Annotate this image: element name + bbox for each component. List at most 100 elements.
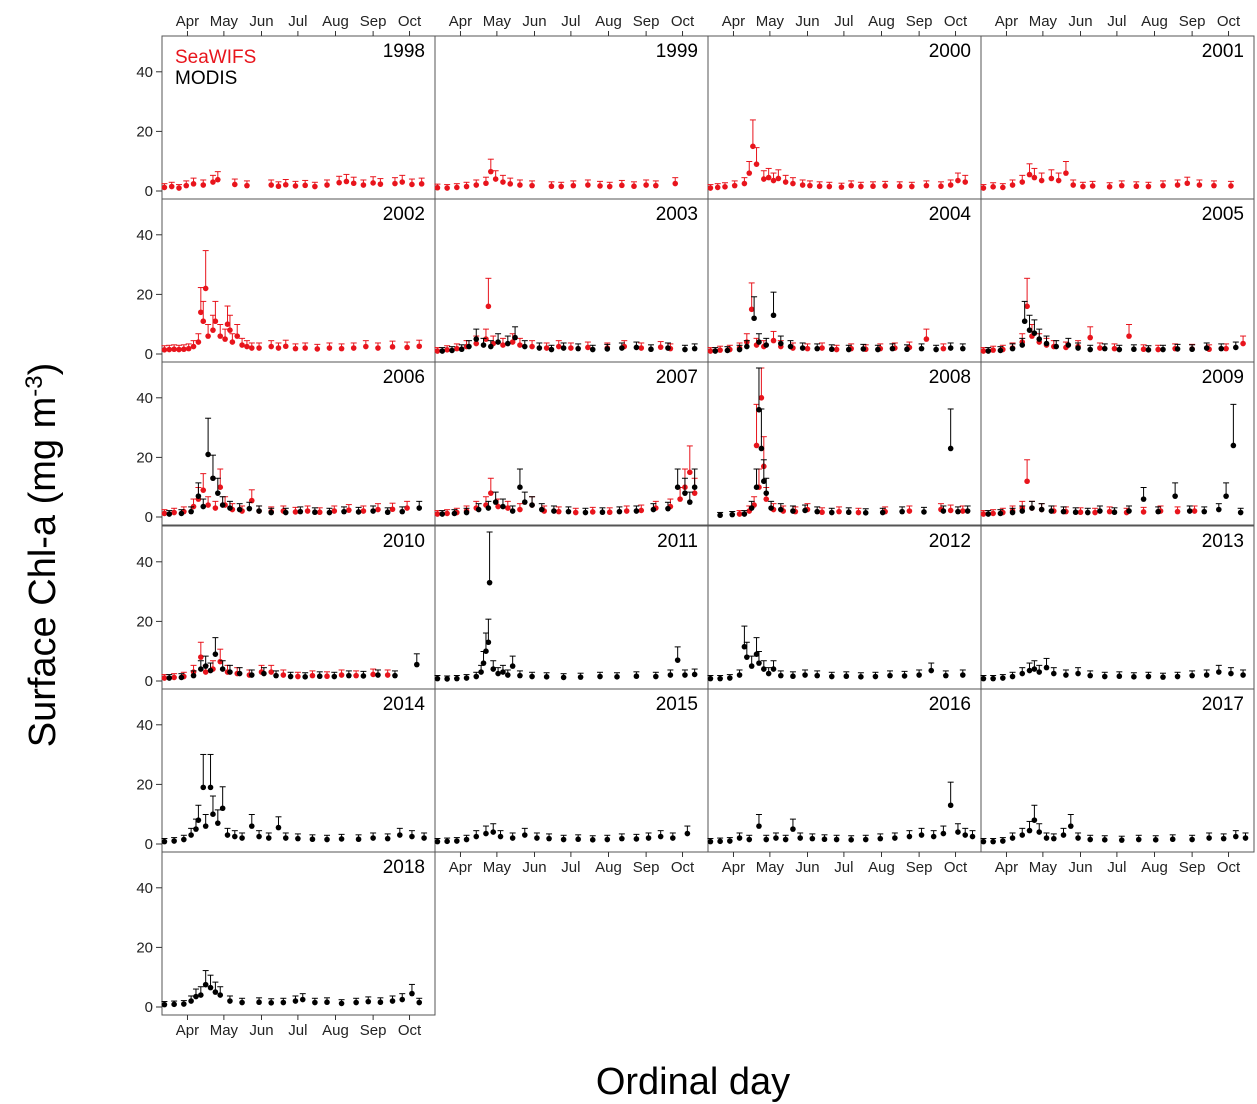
data-point xyxy=(418,181,425,187)
data-point xyxy=(219,805,226,812)
data-point xyxy=(631,183,637,190)
data-point xyxy=(355,836,362,843)
series-modis xyxy=(980,804,1249,845)
data-point xyxy=(397,832,403,838)
data-point xyxy=(896,183,903,190)
panel-2003: 2003 xyxy=(434,198,709,363)
data-point xyxy=(1189,672,1195,679)
data-point xyxy=(1087,334,1093,341)
data-point xyxy=(1019,670,1026,677)
data-point xyxy=(1024,478,1030,485)
data-point xyxy=(1048,508,1055,514)
data-point xyxy=(505,672,511,678)
data-point xyxy=(292,183,299,189)
data-point xyxy=(1160,346,1166,353)
data-point xyxy=(872,673,879,680)
data-point xyxy=(195,339,202,345)
data-point xyxy=(282,835,289,841)
data-point xyxy=(171,674,177,681)
data-point xyxy=(1075,835,1081,841)
data-point xyxy=(1228,670,1234,677)
data-point xyxy=(727,675,733,681)
data-point xyxy=(338,672,345,678)
data-point xyxy=(665,345,671,351)
data-point xyxy=(717,512,723,519)
data-point xyxy=(814,672,820,679)
data-point xyxy=(1145,183,1152,190)
data-point xyxy=(1118,182,1125,189)
data-point xyxy=(1087,836,1093,843)
panel-year-label: 2003 xyxy=(656,204,698,225)
x-tick-label: Jul xyxy=(561,859,580,876)
data-point xyxy=(178,674,185,681)
data-point xyxy=(790,826,796,832)
x-tick-label: Apr xyxy=(722,859,745,876)
data-point xyxy=(517,484,523,491)
data-point xyxy=(1211,182,1217,189)
data-point xyxy=(439,511,446,517)
data-point xyxy=(1031,817,1038,823)
data-point xyxy=(650,506,657,513)
data-point xyxy=(597,673,603,680)
data-point xyxy=(500,179,506,185)
data-point xyxy=(161,838,168,845)
month-axis: Apr May Jun Jul Aug Sep Oct xyxy=(449,13,695,36)
data-point xyxy=(1065,342,1072,348)
panel-year-label: 2011 xyxy=(657,531,698,552)
data-point xyxy=(338,1000,345,1007)
data-point xyxy=(346,507,352,513)
data-point xyxy=(1084,509,1091,516)
data-point xyxy=(633,673,640,680)
data-point xyxy=(714,184,721,191)
y-tick-label: 40 xyxy=(136,390,153,407)
data-point xyxy=(1174,346,1181,352)
data-point xyxy=(877,835,884,842)
data-point xyxy=(997,347,1004,354)
data-point xyxy=(736,346,743,353)
data-point xyxy=(748,505,755,511)
series-seawifs xyxy=(161,171,425,191)
data-point xyxy=(346,672,352,679)
panel-2000: 2000 xyxy=(707,35,982,200)
x-axis-title: Ordinal day xyxy=(596,1061,790,1103)
data-point xyxy=(858,183,864,190)
data-point xyxy=(244,182,250,189)
data-point xyxy=(1036,669,1043,675)
data-point xyxy=(940,345,947,352)
data-point xyxy=(682,490,688,496)
data-point xyxy=(500,342,506,348)
data-point xyxy=(707,185,714,191)
data-point xyxy=(360,182,367,188)
data-point xyxy=(555,508,562,515)
data-point xyxy=(707,675,714,682)
data-point xyxy=(848,182,854,189)
data-point xyxy=(490,829,497,835)
data-point xyxy=(500,503,506,510)
data-point xyxy=(529,343,535,350)
data-point xyxy=(604,836,611,843)
data-point xyxy=(309,672,316,679)
panel-year-label: 2002 xyxy=(383,204,425,225)
y-tick-label: 0 xyxy=(145,673,153,690)
data-point xyxy=(665,505,671,512)
data-point xyxy=(282,343,289,350)
data-point xyxy=(409,833,415,840)
data-point xyxy=(858,674,864,680)
panel-2013: 2013 xyxy=(980,525,1255,690)
data-point xyxy=(248,672,255,678)
data-point xyxy=(741,180,748,187)
data-point xyxy=(268,509,275,516)
data-point xyxy=(210,179,216,185)
data-point xyxy=(643,182,649,188)
data-point xyxy=(560,345,567,351)
data-point xyxy=(473,833,480,840)
series-modis xyxy=(985,403,1244,517)
data-point xyxy=(439,348,446,354)
data-point xyxy=(990,184,996,190)
data-point xyxy=(212,651,219,657)
series-seawifs xyxy=(980,160,1234,191)
panel-1999: 1999 xyxy=(434,35,709,200)
data-point xyxy=(809,835,816,842)
